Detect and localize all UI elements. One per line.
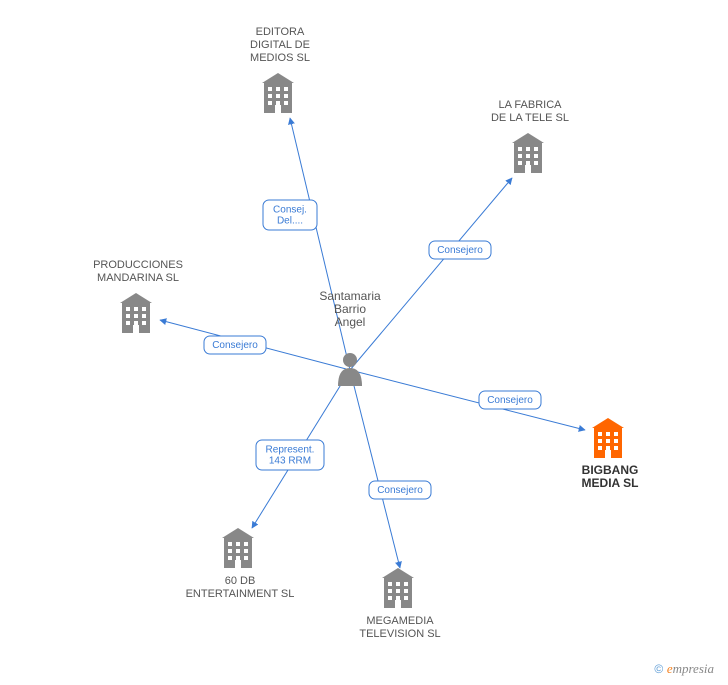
edge-line-megamedia — [350, 370, 400, 568]
edge-label-lafabrica: Consejero — [437, 245, 483, 256]
edge-line-bigbang — [350, 370, 585, 430]
node-label-bigbang: BIGBANG — [582, 463, 639, 477]
node-label-lafabrica: DE LA TELE SL — [491, 112, 569, 124]
building-icon-mandarina — [120, 293, 152, 333]
footer-attribution: © empresia — [654, 661, 714, 677]
edge-label-60db: 143 RRM — [269, 456, 311, 467]
node-label-editora: EDITORA — [256, 26, 305, 38]
node-label-lafabrica: LA FABRICA — [499, 99, 563, 111]
edge-line-editora — [290, 118, 350, 370]
center-label: Santamaria — [319, 289, 381, 303]
edge-label-megamedia: Consejero — [377, 485, 423, 496]
copyright-symbol: © — [654, 662, 663, 676]
brand-rest: mpresia — [673, 661, 714, 676]
node-label-mandarina: PRODUCCIONES — [93, 259, 183, 271]
edge-label-60db: Represent. — [266, 445, 315, 456]
node-label-bigbang: MEDIA SL — [582, 476, 639, 490]
building-icon-editora — [262, 73, 294, 113]
node-label-60db: 60 DB — [225, 575, 256, 587]
center-label: Barrio — [334, 302, 366, 316]
building-icon-lafabrica — [512, 133, 544, 173]
edge-label-editora: Del.... — [277, 216, 303, 227]
edge-label-editora: Consej. — [273, 205, 307, 216]
building-icon-60db — [222, 528, 254, 568]
node-label-megamedia: MEGAMEDIA — [366, 615, 434, 627]
node-label-editora: DIGITAL DE — [250, 39, 310, 51]
center-label: Angel — [335, 315, 366, 329]
edge-label-bigbang: Consejero — [487, 395, 533, 406]
edge-line-lafabrica — [350, 178, 512, 370]
edge-label-mandarina: Consejero — [212, 340, 258, 351]
network-diagram: Consej.Del.... Consejero Consejero Consejer… — [0, 0, 728, 685]
node-label-editora: MEDIOS SL — [250, 52, 310, 64]
node-label-60db: ENTERTAINMENT SL — [186, 588, 295, 600]
building-icon-megamedia — [382, 568, 414, 608]
node-label-mandarina: MANDARINA SL — [97, 272, 179, 284]
node-label-megamedia: TELEVISION SL — [359, 628, 440, 640]
person-icon — [338, 353, 362, 386]
building-icon-bigbang — [592, 418, 624, 458]
